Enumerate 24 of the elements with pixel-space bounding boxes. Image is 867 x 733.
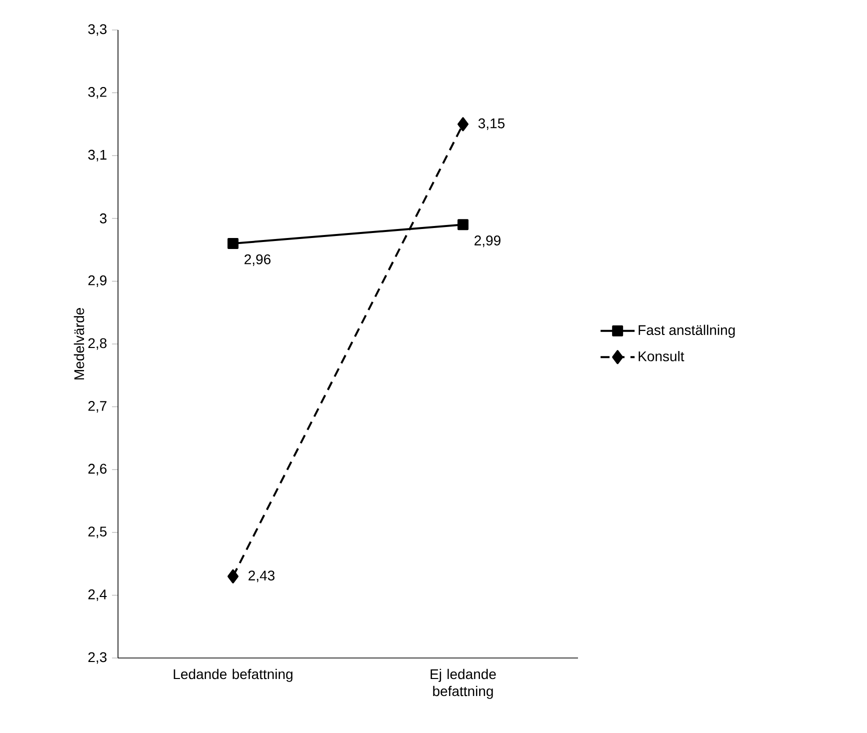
x-tick-label: Ledande befattning (174, 668, 292, 682)
data-label: 2,43 (248, 570, 274, 582)
data-label: 2,99 (474, 236, 500, 248)
y-tick-label: 2,5 (88, 526, 107, 538)
y-tick-label: 3,1 (88, 150, 106, 162)
data-label: 2,96 (244, 254, 270, 266)
y-tick-label: 3,3 (88, 24, 107, 36)
y-tick-label: 2,3 (88, 652, 107, 664)
y-tick-label: 2,8 (88, 338, 107, 350)
data-label: 3,15 (478, 118, 505, 130)
point (458, 117, 469, 132)
x-tick-label: Ej ledande befattning (430, 668, 496, 699)
point (228, 238, 238, 250)
point (228, 569, 238, 584)
point (458, 219, 469, 230)
y-tick-label: 3,2 (88, 87, 106, 99)
legend-label: Fast anställning (638, 324, 735, 338)
y-axis-title: Medelvärde (74, 308, 84, 380)
y-tick-label: 2,6 (88, 464, 107, 476)
y-tick-label: 2,7 (88, 401, 106, 413)
y-tick-label: 3 (100, 213, 107, 224)
y-tick-label: 2,4 (88, 589, 107, 601)
y-tick-label: 2,9 (88, 275, 106, 287)
legend-label: Konsult (638, 350, 684, 362)
